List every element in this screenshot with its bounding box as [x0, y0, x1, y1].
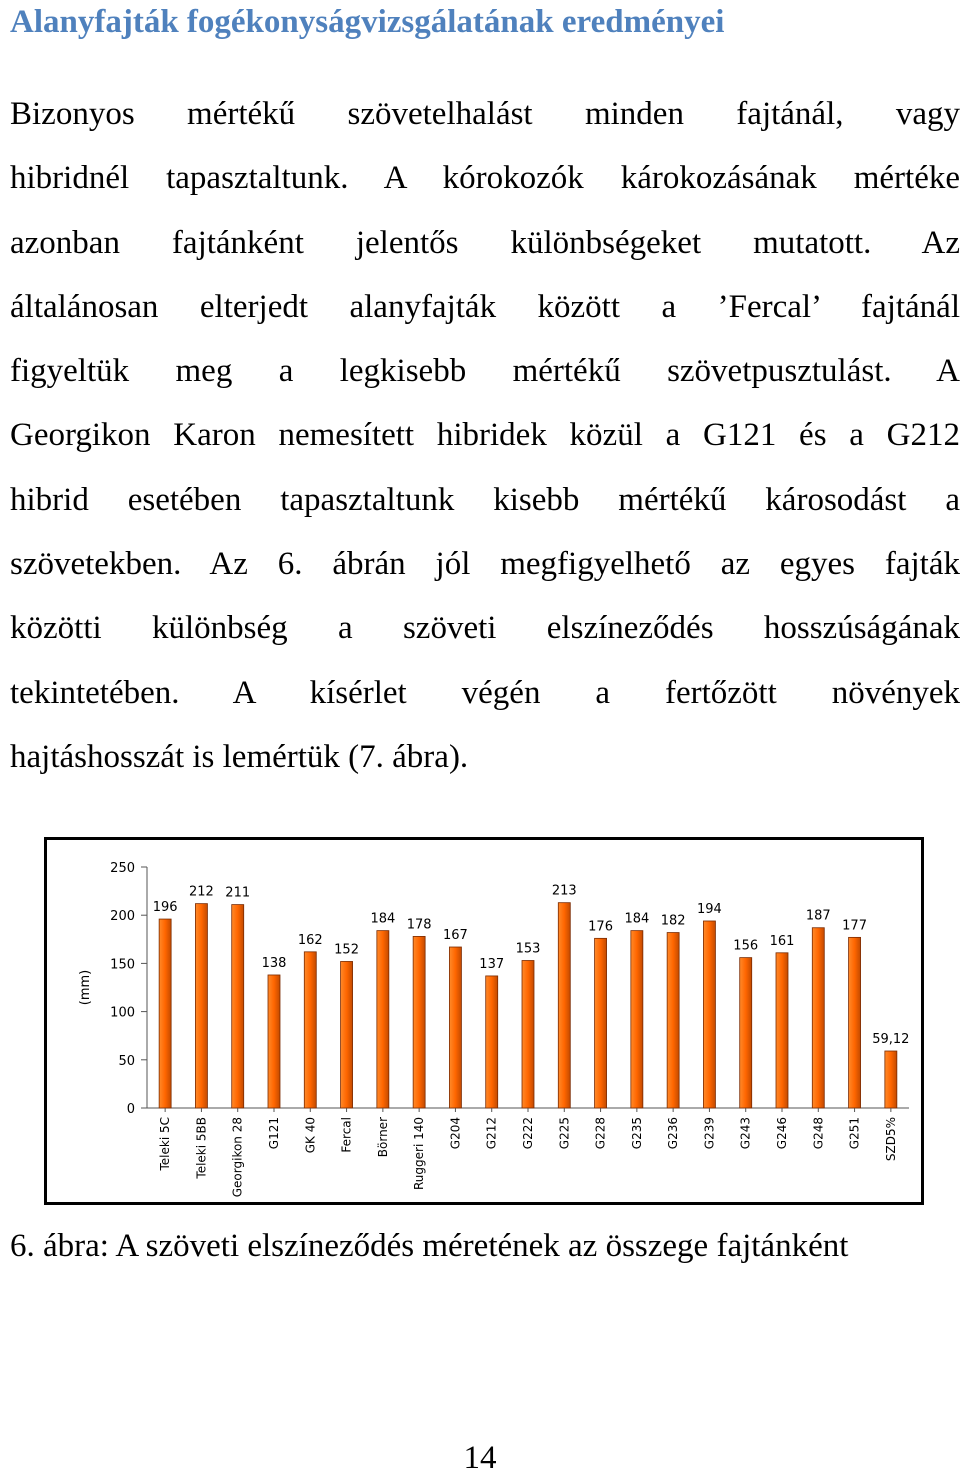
bar — [666, 932, 680, 1109]
bar — [884, 1050, 898, 1109]
bar — [848, 936, 861, 1109]
bar — [703, 920, 716, 1109]
y-axis-label: (mm) — [78, 970, 93, 1005]
bar — [485, 975, 499, 1109]
x-category-label: G204 — [448, 1117, 462, 1149]
bar — [340, 961, 353, 1109]
paragraph-line: tekintetében. A kísérlet végén a fertőzö… — [10, 674, 960, 711]
bar — [811, 927, 825, 1109]
y-tick-label: 250 — [110, 861, 135, 876]
paragraph-line: általánosan elterjedt alanyfajták között… — [10, 288, 960, 325]
x-category-label: G246 — [775, 1117, 789, 1149]
x-category-label: Fercal — [340, 1117, 354, 1153]
bar — [521, 960, 535, 1109]
bar-data-label: 177 — [842, 918, 867, 933]
paragraph-line: hajtáshosszát is lemértük (7. ábra). — [10, 738, 469, 775]
bar-data-label: 59,12 — [872, 1032, 909, 1047]
figure-caption: 6. ábra: A szöveti elszíneződés méreténe… — [10, 1228, 849, 1264]
paragraph-line: közötti különbség a szöveti elszíneződés… — [10, 610, 960, 647]
bar-data-label: 137 — [479, 957, 504, 972]
paragraph-line: figyeltük meg a legkisebb mértékű szövet… — [10, 353, 960, 390]
bar-data-label: 153 — [516, 942, 541, 957]
bar — [557, 902, 571, 1109]
bar — [594, 937, 607, 1109]
x-category-label: Teleki 5BB — [194, 1117, 208, 1180]
x-category-label: Teleki 5C — [158, 1117, 172, 1172]
x-category-label: Börner — [376, 1117, 390, 1157]
bar-data-label: 156 — [733, 939, 758, 954]
x-category-label: G225 — [557, 1117, 571, 1149]
y-tick-label: 50 — [118, 1054, 135, 1069]
x-category-label: G235 — [630, 1117, 644, 1149]
bar-data-label: 138 — [262, 956, 287, 971]
page-number: 14 — [463, 1440, 497, 1476]
x-category-label: G251 — [848, 1117, 862, 1149]
bar-data-label: 211 — [225, 886, 250, 901]
x-category-label: G222 — [521, 1117, 535, 1149]
bar-data-label: 213 — [552, 884, 577, 899]
figure-chart-frame: 0 50 100 150 200 250 (mm) 196 Teleki 5C 212 Teleki… — [44, 837, 924, 1205]
bar-data-label: 152 — [334, 942, 359, 957]
bar-data-label: 182 — [661, 914, 686, 929]
bar — [630, 930, 644, 1109]
x-category-label: G236 — [666, 1117, 680, 1149]
bar — [231, 904, 245, 1109]
bar-data-label: 194 — [697, 902, 722, 917]
paragraph-line: hibrid esetében tapasztaltunk kisebb mér… — [10, 481, 960, 518]
body-paragraph: Bizonyos mértékű szövetelhalást minden f… — [10, 82, 960, 789]
paragraph-line: Bizonyos mértékű szövetelhalást minden f… — [10, 96, 960, 132]
x-category-label: G239 — [702, 1117, 716, 1149]
paragraph-line: azonban fajtánként jelentős különbségeke… — [10, 224, 960, 261]
x-category-label: G228 — [594, 1117, 608, 1149]
x-category-label: GK 40 — [303, 1117, 317, 1153]
bar-data-label: 184 — [624, 912, 649, 927]
bar-data-label: 196 — [153, 900, 178, 915]
paragraph-line: Georgikon Karon nemesített hibridek közü… — [10, 417, 960, 454]
section-heading: Alanyfajták fogékonyságvizsgálatának ere… — [10, 4, 725, 40]
paragraph-line: hibridnél tapasztaltunk. A kórokozók kár… — [10, 160, 960, 197]
bar — [267, 974, 281, 1109]
bar-data-label: 212 — [189, 885, 214, 900]
bar — [412, 936, 426, 1109]
bar-data-label: 178 — [407, 917, 432, 932]
paragraph-line: szövetekben. Az 6. ábrán jól megfigyelhe… — [10, 546, 960, 583]
bar-data-label: 162 — [298, 933, 323, 948]
bar — [195, 903, 208, 1109]
bar — [449, 946, 462, 1109]
x-category-label: Georgikon 28 — [231, 1117, 245, 1197]
x-category-label: G243 — [739, 1117, 753, 1149]
bar — [775, 952, 789, 1109]
bar-data-label: 161 — [770, 934, 795, 949]
bar-data-label: 176 — [588, 919, 613, 934]
bar — [158, 918, 172, 1109]
x-category-label: G248 — [811, 1117, 825, 1149]
bar-data-label: 187 — [806, 909, 831, 924]
bar — [739, 957, 753, 1109]
x-category-label: G121 — [267, 1117, 281, 1149]
x-category-label: SZD5% — [884, 1117, 898, 1161]
bar-chart: 0 50 100 150 200 250 (mm) 196 Teleki 5C 212 Teleki… — [78, 861, 909, 1197]
x-category-label: Ruggeri 140 — [412, 1117, 426, 1190]
bar-data-label: 184 — [370, 912, 395, 927]
y-tick-label: 100 — [110, 1006, 135, 1021]
bar — [303, 951, 317, 1109]
bar-data-label: 167 — [443, 928, 468, 943]
y-tick-label: 200 — [110, 909, 135, 924]
y-tick-label: 0 — [127, 1102, 135, 1117]
bar — [376, 930, 390, 1109]
y-tick-label: 150 — [110, 957, 135, 972]
x-category-label: G212 — [485, 1117, 499, 1149]
